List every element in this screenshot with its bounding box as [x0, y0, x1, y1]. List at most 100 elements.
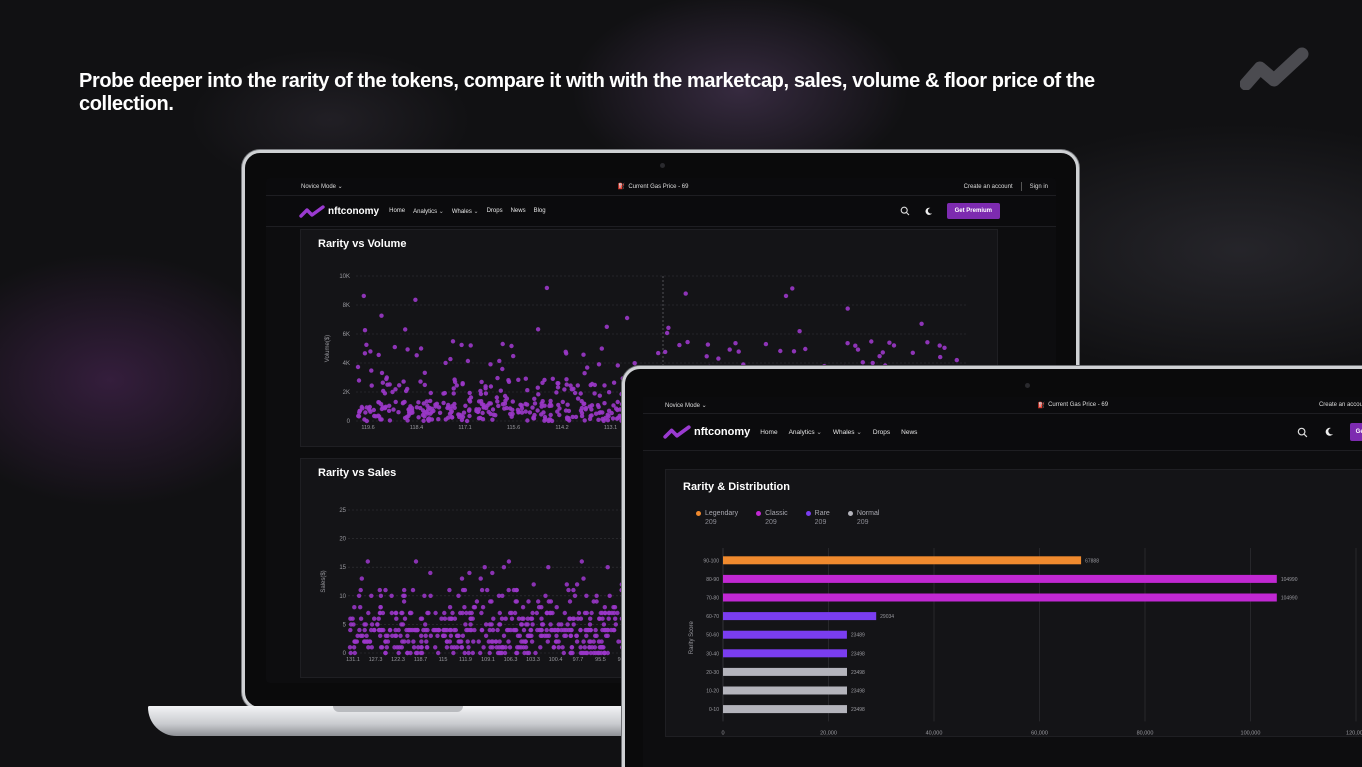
search-icon[interactable]	[1297, 427, 1308, 438]
y-tick-label: 50-60	[706, 633, 719, 639]
data-point	[613, 616, 618, 621]
nav-analytics[interactable]: Analytics	[789, 428, 822, 436]
data-point	[531, 582, 536, 587]
site-logo[interactable]: nftconomy	[299, 204, 379, 218]
data-point	[468, 343, 473, 348]
get-premium-button[interactable]: Get Pre	[1349, 423, 1362, 441]
nav-drops[interactable]: Drops	[486, 208, 503, 214]
data-point	[582, 371, 587, 376]
data-point	[467, 570, 472, 576]
mode-selector[interactable]: Novice Mode ⌄	[301, 184, 343, 190]
data-point	[418, 346, 424, 351]
data-point	[378, 633, 383, 638]
data-point	[369, 368, 374, 373]
dark-mode-icon[interactable]	[1324, 427, 1334, 437]
create-account-link[interactable]: Create an account	[1318, 402, 1362, 408]
legend-legendary[interactable]: Legendary 209	[696, 509, 738, 527]
data-point	[870, 360, 875, 366]
data-point	[555, 627, 561, 633]
data-point	[348, 650, 353, 656]
legend-normal[interactable]: Normal 209	[847, 509, 879, 527]
data-point	[578, 627, 583, 633]
bar-value-label: 23498	[851, 651, 865, 657]
data-point	[378, 645, 384, 650]
legend-dot	[696, 510, 701, 516]
data-point	[425, 403, 430, 408]
data-point	[532, 396, 537, 401]
data-point	[351, 645, 357, 650]
data-point	[496, 593, 502, 598]
data-point	[442, 610, 447, 616]
nav-home[interactable]: Home	[760, 428, 778, 436]
data-point	[364, 639, 370, 644]
data-point	[595, 403, 601, 408]
data-point	[465, 358, 471, 364]
data-point	[545, 639, 550, 644]
data-point	[571, 587, 576, 593]
data-point	[369, 383, 374, 388]
data-point	[461, 410, 467, 415]
data-point	[433, 610, 438, 616]
y-tick-label: 6K	[343, 332, 350, 338]
y-tick-label: 0	[347, 419, 351, 425]
data-point	[535, 408, 540, 413]
nav-news[interactable]: News	[901, 428, 918, 436]
mode-selector[interactable]: Novice Mode ⌄	[665, 402, 707, 409]
y-tick-label: 5	[343, 622, 347, 628]
data-point	[609, 410, 614, 416]
nav-news[interactable]: News	[510, 208, 526, 214]
data-point	[546, 599, 551, 604]
data-point	[447, 587, 452, 593]
data-point	[387, 627, 393, 633]
nftconomy-logo-icon	[299, 204, 325, 218]
data-point	[474, 408, 479, 414]
data-point	[910, 350, 915, 355]
data-point	[418, 616, 424, 621]
dark-mode-icon[interactable]	[924, 207, 933, 216]
legend-label: Rare	[814, 510, 830, 517]
data-point	[616, 639, 621, 644]
legend-classic[interactable]: Classic 209	[756, 509, 788, 527]
nav-home[interactable]: Home	[389, 208, 406, 214]
data-point	[363, 410, 368, 415]
data-point	[592, 645, 598, 650]
data-point	[584, 633, 589, 638]
data-point	[398, 633, 403, 638]
data-point	[428, 570, 433, 576]
site-logo[interactable]: nftconomy	[663, 425, 750, 439]
data-point	[462, 605, 467, 610]
data-point	[452, 405, 457, 410]
nav-analytics[interactable]: Analytics	[413, 208, 444, 215]
gas-pump-icon: ⛽	[617, 184, 626, 190]
search-icon[interactable]	[900, 206, 910, 216]
sign-in-link[interactable]: Sign in	[1029, 183, 1048, 190]
gas-price: ⛽ Current Gas Price - 69	[918, 402, 1109, 409]
tablet-camera	[1025, 383, 1030, 388]
laptop-base-notch	[333, 706, 463, 712]
nav-whales[interactable]: Whales	[833, 428, 862, 436]
data-point	[606, 390, 612, 395]
data-point	[401, 379, 406, 384]
y-tick-label: 2K	[343, 390, 350, 396]
legend-rare[interactable]: Rare 209	[805, 509, 830, 527]
create-account-link[interactable]: Create an account	[963, 183, 1013, 190]
nav-drops[interactable]: Drops	[872, 428, 891, 436]
data-point	[462, 587, 468, 593]
nav-blog[interactable]: Blog	[533, 208, 546, 214]
get-premium-button[interactable]: Get Premium	[946, 203, 1000, 219]
legend-count: 209	[765, 519, 777, 526]
data-point	[393, 399, 398, 405]
data-point	[362, 351, 368, 356]
data-point	[597, 616, 602, 621]
data-point	[428, 398, 433, 404]
data-point	[423, 633, 428, 638]
data-point	[523, 376, 528, 381]
bar-value-label: 23498	[851, 707, 865, 713]
data-point	[588, 627, 593, 633]
data-point	[845, 341, 850, 346]
nav-whales[interactable]: Whales	[452, 208, 479, 215]
data-point	[396, 650, 401, 656]
data-point	[460, 633, 466, 638]
data-point	[523, 639, 528, 644]
data-point	[402, 587, 407, 593]
